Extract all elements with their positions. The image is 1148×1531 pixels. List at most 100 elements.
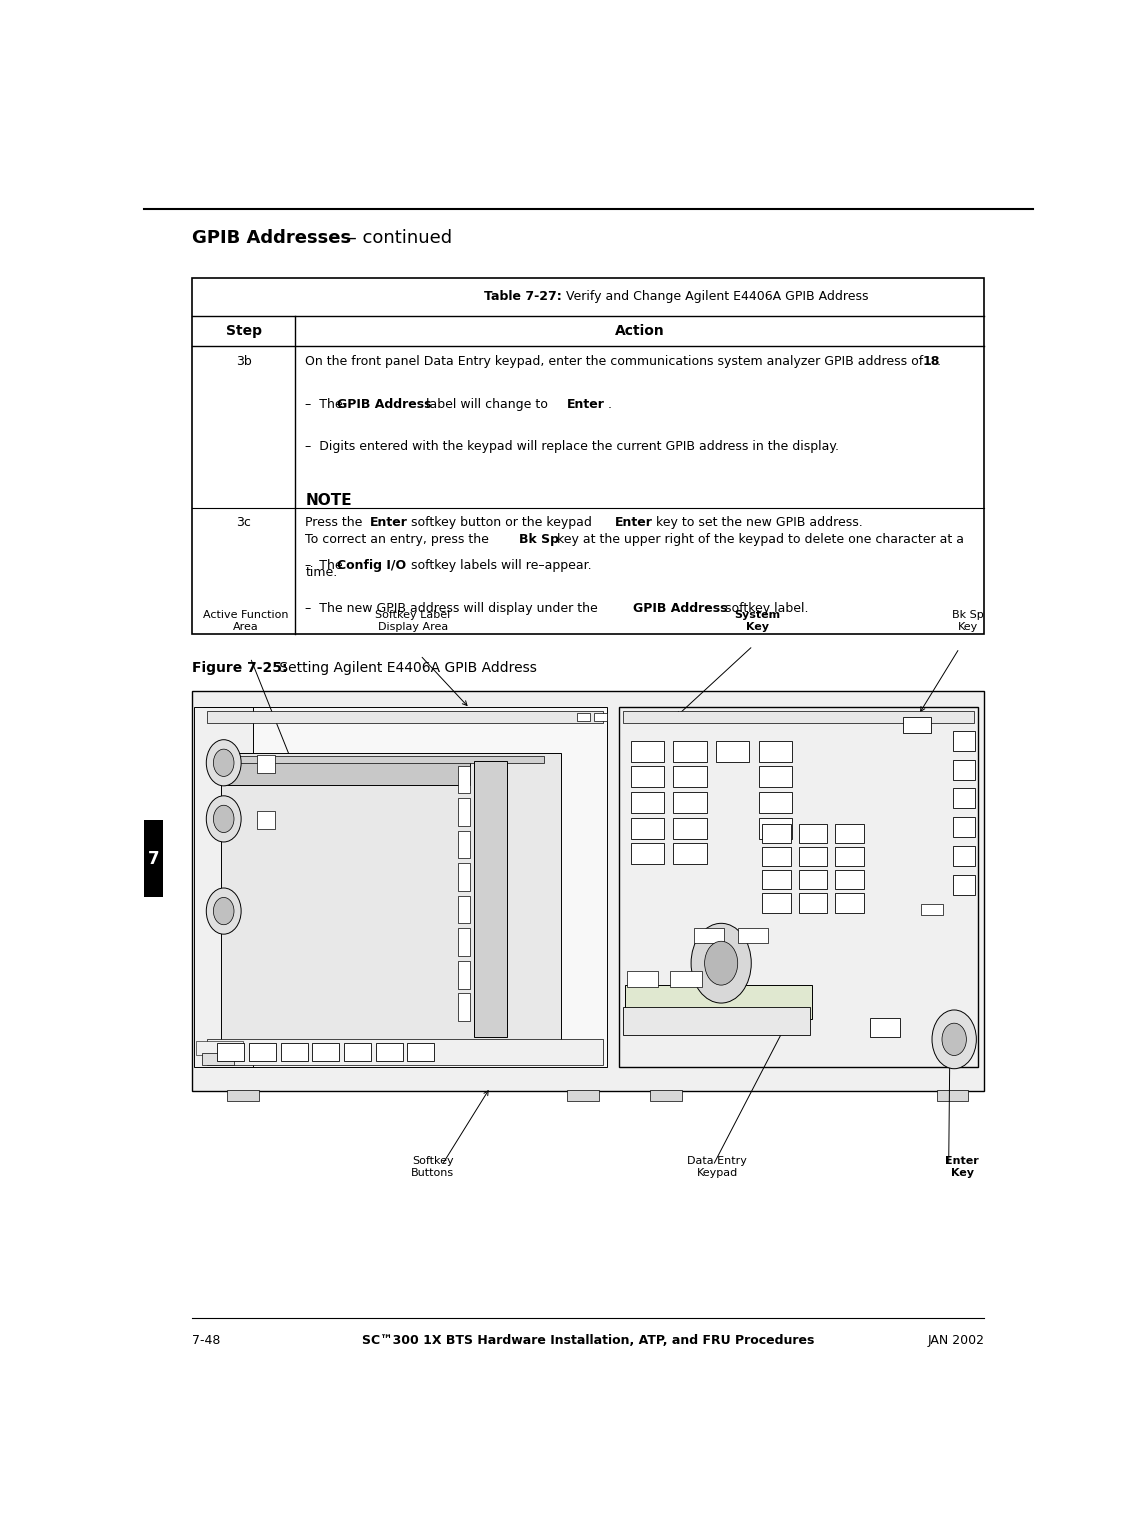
- Text: Active Function
Area: Active Function Area: [203, 611, 288, 632]
- Text: 7-48: 7-48: [193, 1335, 220, 1347]
- Bar: [953, 818, 975, 837]
- Bar: [759, 741, 792, 761]
- Text: Enter: Enter: [567, 398, 605, 410]
- Bar: [619, 707, 978, 1067]
- Text: softkey button or the keypad: softkey button or the keypad: [406, 516, 596, 528]
- Text: NOTE: NOTE: [305, 493, 352, 508]
- Bar: [799, 894, 828, 912]
- Bar: [622, 1007, 809, 1035]
- Bar: [651, 1090, 682, 1101]
- Circle shape: [207, 796, 241, 842]
- Bar: [408, 1043, 434, 1061]
- Bar: [257, 811, 274, 828]
- Bar: [953, 759, 975, 779]
- Bar: [937, 1090, 969, 1101]
- Bar: [193, 279, 984, 634]
- Circle shape: [691, 923, 751, 1003]
- Bar: [458, 896, 471, 923]
- Bar: [674, 818, 707, 839]
- Text: 3b: 3b: [235, 355, 251, 367]
- Bar: [762, 894, 791, 912]
- Text: Enter
Key: Enter Key: [945, 1156, 979, 1177]
- Bar: [202, 1053, 233, 1066]
- Text: Enter: Enter: [371, 516, 409, 528]
- Bar: [630, 818, 664, 839]
- Text: System
Key: System Key: [735, 611, 781, 632]
- Bar: [921, 903, 944, 916]
- Circle shape: [932, 1010, 976, 1069]
- Bar: [738, 928, 768, 943]
- Text: To correct an entry, press the: To correct an entry, press the: [305, 533, 494, 547]
- Text: Press the: Press the: [305, 516, 367, 528]
- Text: On the front panel Data Entry keypad, enter the communications system analyzer G: On the front panel Data Entry keypad, en…: [305, 355, 928, 367]
- Text: Softkey
Buttons: Softkey Buttons: [411, 1156, 455, 1177]
- Bar: [674, 767, 707, 787]
- Bar: [630, 792, 664, 813]
- Bar: [458, 928, 471, 955]
- Bar: [799, 824, 828, 844]
- Text: – continued: – continued: [342, 228, 452, 246]
- Circle shape: [943, 1023, 967, 1055]
- Bar: [220, 753, 561, 1046]
- Bar: [458, 863, 471, 891]
- Bar: [220, 756, 544, 762]
- Text: Figure 7-25:: Figure 7-25:: [193, 661, 288, 675]
- Bar: [953, 788, 975, 808]
- Bar: [194, 707, 254, 1067]
- Text: Softkey Label
Display Area: Softkey Label Display Area: [375, 611, 451, 632]
- Text: time.: time.: [305, 566, 338, 579]
- Bar: [217, 1043, 245, 1061]
- Circle shape: [207, 888, 241, 934]
- Text: JAN 2002: JAN 2002: [928, 1335, 984, 1347]
- Bar: [630, 844, 664, 863]
- Text: –  The new GPIB address will display under the: – The new GPIB address will display unde…: [305, 602, 603, 615]
- Bar: [195, 1041, 243, 1055]
- Bar: [257, 755, 274, 773]
- Bar: [836, 847, 863, 867]
- Text: Data Entry
Keypad: Data Entry Keypad: [688, 1156, 747, 1177]
- Bar: [762, 824, 791, 844]
- Bar: [458, 961, 471, 989]
- Text: Enter: Enter: [615, 516, 653, 528]
- Text: GPIB Address: GPIB Address: [338, 398, 432, 410]
- Text: softkey labels will re–appear.: softkey labels will re–appear.: [406, 559, 591, 571]
- Bar: [799, 847, 828, 867]
- Circle shape: [214, 897, 234, 925]
- Bar: [695, 928, 724, 943]
- Bar: [670, 971, 701, 987]
- Bar: [622, 712, 974, 723]
- Bar: [630, 741, 664, 761]
- Text: label will change to: label will change to: [422, 398, 552, 410]
- Bar: [249, 1043, 276, 1061]
- Bar: [203, 707, 607, 1067]
- Bar: [144, 821, 163, 897]
- Bar: [458, 831, 471, 859]
- Bar: [630, 767, 664, 787]
- Text: –  The: – The: [305, 398, 347, 410]
- Text: GPIB Address: GPIB Address: [633, 602, 728, 615]
- Bar: [799, 870, 828, 890]
- Bar: [458, 766, 471, 793]
- Text: Setting Agilent E4406A GPIB Address: Setting Agilent E4406A GPIB Address: [276, 661, 537, 675]
- Text: –  The: – The: [305, 559, 347, 571]
- Bar: [759, 818, 792, 839]
- Bar: [626, 986, 812, 1020]
- Bar: [207, 710, 603, 723]
- Bar: [458, 994, 471, 1021]
- Text: –  Digits entered with the keypad will replace the current GPIB address in the d: – Digits entered with the keypad will re…: [305, 441, 839, 453]
- Text: Step: Step: [226, 325, 262, 338]
- Bar: [762, 870, 791, 890]
- Bar: [902, 718, 931, 733]
- Text: Bk Sp: Bk Sp: [519, 533, 559, 547]
- Bar: [344, 1043, 371, 1061]
- Text: 3c: 3c: [236, 516, 251, 528]
- Bar: [870, 1018, 900, 1038]
- Bar: [953, 730, 975, 750]
- Text: 18: 18: [923, 355, 940, 367]
- Text: .: .: [608, 398, 612, 410]
- Bar: [474, 761, 507, 1038]
- Text: Verify and Change Agilent E4406A GPIB Address: Verify and Change Agilent E4406A GPIB Ad…: [561, 291, 868, 303]
- Bar: [281, 1043, 308, 1061]
- Bar: [576, 712, 590, 721]
- Text: 7: 7: [147, 850, 160, 868]
